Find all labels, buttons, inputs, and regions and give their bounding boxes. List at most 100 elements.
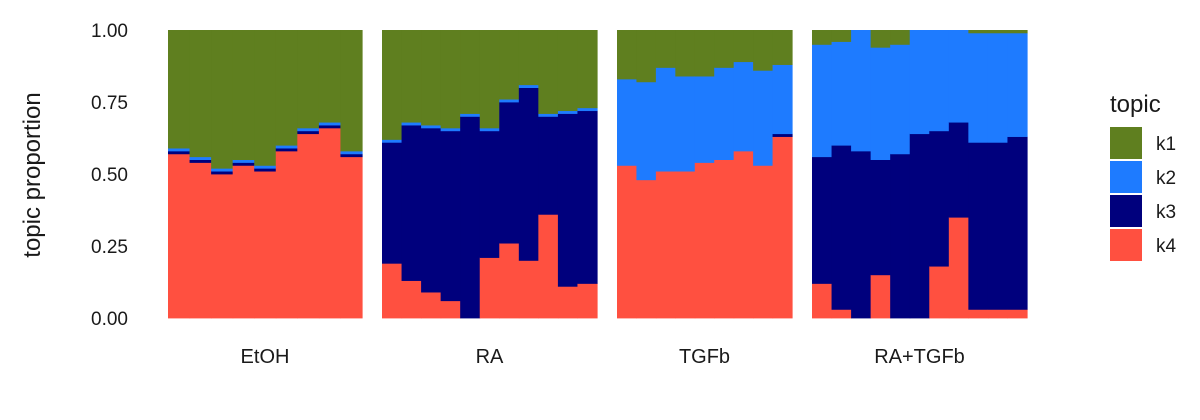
bar-segment-k1: [421, 30, 442, 126]
bar-segment-k3: [987, 142, 1009, 310]
bar-segment-k2: [987, 32, 1009, 143]
bar-segment-k1: [340, 30, 363, 152]
bar-segment-k2: [636, 81, 657, 181]
bar-segment-k3: [318, 125, 342, 129]
bar-segment-k4: [617, 165, 638, 319]
facet-panel: RA+TGFb: [812, 30, 1028, 368]
y-axis-title: topic proportion: [19, 92, 46, 257]
bar-segment-k2: [297, 127, 320, 132]
bar-segment-k1: [577, 30, 598, 109]
bar-segment-k4: [772, 136, 793, 319]
facet-panel: RA: [382, 30, 598, 368]
bar-segment-k1: [189, 30, 212, 158]
bar-segment-k2: [870, 47, 891, 160]
facet-panel: TGFb: [617, 30, 793, 368]
bar-segment-k3: [968, 142, 989, 310]
bar-segment-k2: [890, 44, 911, 155]
bar-segment-k2: [189, 156, 212, 160]
bar-segment-k2: [211, 168, 234, 172]
bar-segment-k4: [318, 127, 342, 319]
bar-segment-k3: [577, 110, 598, 284]
legend-label: k4: [1156, 236, 1177, 257]
legend: topic k1 k2 k3 k4: [1110, 91, 1177, 261]
legend-key-k2: [1110, 161, 1142, 193]
bar-segment-k1: [753, 30, 774, 71]
bar-segment-k2: [929, 30, 950, 132]
legend-key-k3: [1110, 195, 1142, 227]
bar-segment-k4: [401, 280, 422, 319]
bar-segment-k4: [636, 179, 657, 319]
bar-segment-k2: [948, 30, 969, 123]
bar-segment-k1: [254, 30, 277, 166]
bar-segment-k2: [812, 44, 833, 158]
bar-segment-k2: [733, 61, 754, 152]
bar-segment-k3: [499, 102, 520, 244]
facet-label: EtOH: [241, 346, 290, 368]
bar-segment-k2: [655, 67, 676, 172]
bar-segment-k4: [714, 159, 735, 319]
bar-segment-k2: [753, 70, 774, 166]
bar-segment-k4: [577, 283, 598, 319]
bar-segment-k3: [1007, 136, 1028, 310]
bar-segment-k4: [831, 309, 852, 319]
facet-label: RA: [476, 346, 504, 368]
bar-segment-k2: [382, 139, 403, 143]
bar-segment-k2: [440, 127, 461, 132]
bar-segment-k1: [499, 30, 520, 100]
bar-segment-k3: [772, 133, 793, 137]
bar-segment-k3: [812, 156, 833, 284]
bar-segment-k4: [812, 283, 833, 319]
bar-segment-k1: [232, 30, 255, 160]
bar-segment-k4: [655, 171, 676, 319]
bar-segment-k2: [851, 30, 872, 152]
bar-segment-k4: [733, 150, 754, 319]
bar-segment-k1: [401, 30, 422, 123]
bar-segment-k3: [440, 130, 461, 302]
bar-segment-k4: [479, 257, 500, 319]
bar-segment-k3: [870, 159, 891, 276]
bar-segment-k1: [714, 30, 735, 68]
facet-label: RA+TGFb: [874, 346, 965, 368]
bar-segment-k4: [440, 300, 461, 319]
legend-label: k3: [1156, 202, 1176, 223]
bar-segment-k2: [401, 122, 422, 126]
bar-segment-k3: [460, 116, 481, 319]
y-tick-label: 1.00: [91, 21, 128, 42]
bar-segment-k4: [518, 260, 539, 319]
bar-segment-k3: [479, 130, 500, 258]
legend-label: k1: [1156, 134, 1176, 155]
bar-segment-k3: [851, 150, 872, 319]
y-axis: topic proportion 0.00 0.25 0.50 0.75 1.00: [19, 21, 128, 330]
bar-segment-k1: [617, 30, 638, 80]
bar-segment-k2: [318, 122, 342, 126]
bar-segment-k1: [694, 30, 715, 77]
bar-segment-k1: [675, 30, 696, 77]
legend-label: k2: [1156, 168, 1176, 189]
bar-segment-k3: [831, 145, 852, 310]
bar-segment-k2: [254, 165, 277, 169]
bar-segment-k4: [382, 263, 403, 319]
bar-segment-k4: [948, 217, 969, 319]
bar-segment-k3: [275, 148, 298, 152]
bar-segment-k4: [421, 292, 442, 319]
bar-segment-k2: [340, 150, 363, 155]
legend-title: topic: [1110, 91, 1161, 118]
bar-segment-k1: [460, 30, 481, 114]
bar-segment-k4: [538, 214, 559, 319]
bar-segment-k1: [382, 30, 403, 140]
bar-segment-k4: [340, 156, 363, 319]
bar-segment-k1: [1007, 30, 1028, 34]
legend-key-k4: [1110, 229, 1142, 261]
facet-panel: EtOH: [168, 30, 363, 368]
bar-segment-k2: [577, 107, 598, 112]
bar-segment-k4: [297, 133, 320, 319]
bar-segment-k3: [909, 133, 930, 319]
legend-key-k1: [1110, 127, 1142, 159]
bar-segment-k1: [636, 30, 657, 83]
bar-segment-k4: [675, 171, 696, 319]
bar-segment-k2: [831, 41, 852, 146]
bar-segment-k1: [440, 30, 461, 129]
bar-segment-k1: [318, 30, 342, 123]
bar-segment-k4: [870, 274, 891, 319]
bar-segment-k1: [733, 30, 754, 63]
